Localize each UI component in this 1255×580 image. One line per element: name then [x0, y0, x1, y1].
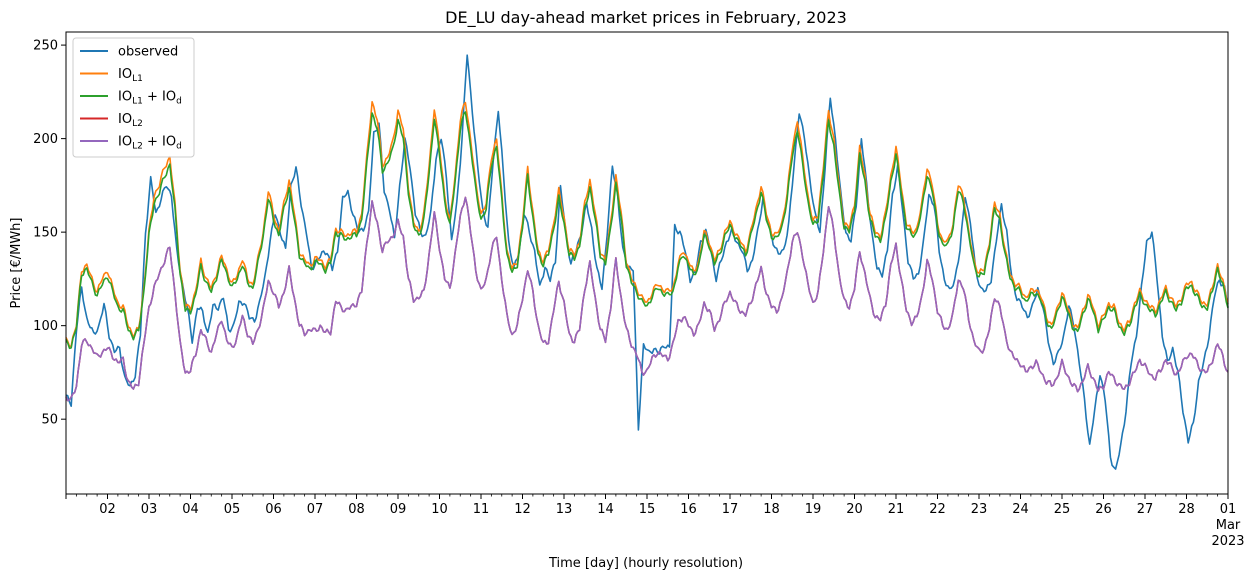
x-axis: 02 03 04 05 06 07 08 09 10 11 12 13 14 15 16 17 18 19 20 21…: [65, 494, 1245, 549]
y-tick-label: 150: [33, 226, 58, 241]
x-tick-label: 12: [514, 502, 531, 517]
y-tick-label: 50: [41, 413, 58, 428]
y-tick-label: 200: [33, 132, 58, 147]
legend-box: [72, 37, 195, 158]
x-tick-label: 27: [1137, 502, 1154, 517]
legend-label: observed: [118, 45, 178, 60]
x-tick-label: 07: [307, 502, 324, 517]
x-tick-label: 19: [805, 502, 822, 517]
legend-label: IOL2 + IOd: [118, 135, 182, 152]
series-line-observed: [65, 54, 1229, 470]
x-tick-label: 04: [182, 502, 199, 517]
x-tick-label: 01: [1220, 502, 1237, 517]
y-axis: 50 100 150 200 250: [33, 39, 66, 428]
plot-lines: [65, 54, 1229, 470]
legend-label: IOL1 + IOd: [118, 90, 182, 107]
y-axis-label: Price [€/MWh]: [9, 218, 24, 309]
x-tick-label: 02: [99, 502, 116, 517]
x-axis-label: Time [day] (hourly resolution): [548, 556, 743, 571]
x-tick-label: 28: [1178, 502, 1195, 517]
x-tick-label: 25: [1054, 502, 1071, 517]
x-tick-label: 05: [224, 502, 241, 517]
legend: observed IOL1 IOL1 + IOd IOL2 IOL2 + IOd: [72, 37, 195, 158]
x-tick-label: 11: [473, 502, 490, 517]
x-tick-label: 21: [888, 502, 905, 517]
x-tick-label: 18: [763, 502, 780, 517]
x-tick-label: 08: [348, 502, 365, 517]
x-end-label: Mar: [1216, 518, 1241, 533]
legend-label: IOL2: [118, 112, 143, 129]
y-tick-label: 250: [33, 39, 58, 54]
series-line-io-l1: [65, 101, 1229, 348]
x-tick-label: 20: [846, 502, 863, 517]
series-line-io-l2-io-d: [65, 196, 1229, 402]
x-tick-label: 10: [431, 502, 448, 517]
x-tick-label: 14: [597, 502, 614, 517]
y-tick-label: 100: [33, 319, 58, 334]
x-end-label: 2023: [1211, 534, 1244, 549]
x-tick-label: 06: [265, 502, 282, 517]
x-tick-label: 17: [722, 502, 739, 517]
x-tick-label: 09: [390, 502, 407, 517]
x-tick-label: 16: [680, 502, 697, 517]
x-tick-label: 13: [556, 502, 573, 517]
x-tick-label: 26: [1095, 502, 1112, 517]
x-tick-label: 15: [639, 502, 656, 517]
chart-title: DE_LU day-ahead market prices in Februar…: [445, 8, 847, 28]
x-tick-label: 03: [141, 502, 158, 517]
x-tick-label: 22: [929, 502, 946, 517]
x-tick-label: 24: [1012, 502, 1029, 517]
x-tick-label: 23: [971, 502, 988, 517]
series-line-io-l1-io-d: [65, 111, 1229, 350]
legend-label: IOL1: [118, 67, 143, 84]
